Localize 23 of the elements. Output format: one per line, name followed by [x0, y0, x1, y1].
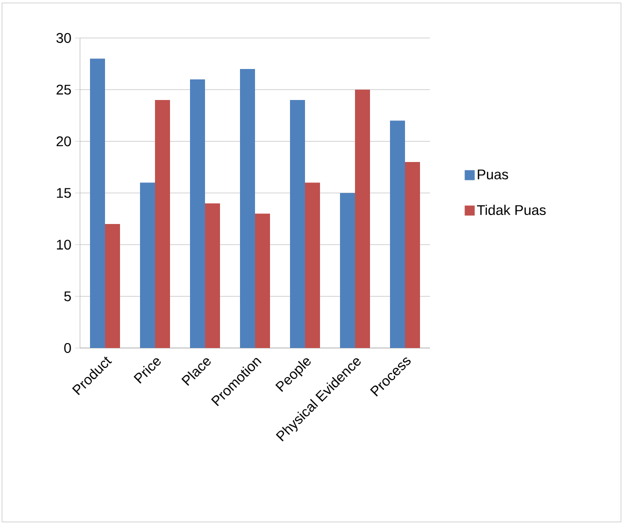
bar [190, 79, 206, 348]
y-tick-label: 0 [64, 343, 71, 353]
y-tick-label: 25 [56, 84, 71, 95]
bar [255, 214, 270, 348]
y-tick-label: 15 [56, 188, 71, 198]
bar [155, 100, 170, 348]
bar [90, 58, 106, 348]
y-tick-label: 10 [56, 240, 71, 250]
bar [305, 182, 320, 348]
y-tick-label: 30 [56, 33, 71, 43]
bar [355, 90, 370, 348]
y-tick-label: 20 [56, 136, 71, 146]
bar [205, 203, 220, 348]
bar [290, 100, 305, 348]
bar [405, 162, 420, 348]
bar [340, 192, 356, 348]
bar [105, 224, 120, 348]
legend-label: Puas [478, 170, 508, 180]
legend-label: Tidak Puas [477, 204, 546, 216]
y-tick-label: 5 [64, 291, 71, 302]
bar [390, 120, 405, 348]
bar [140, 182, 156, 348]
bar [240, 68, 256, 348]
